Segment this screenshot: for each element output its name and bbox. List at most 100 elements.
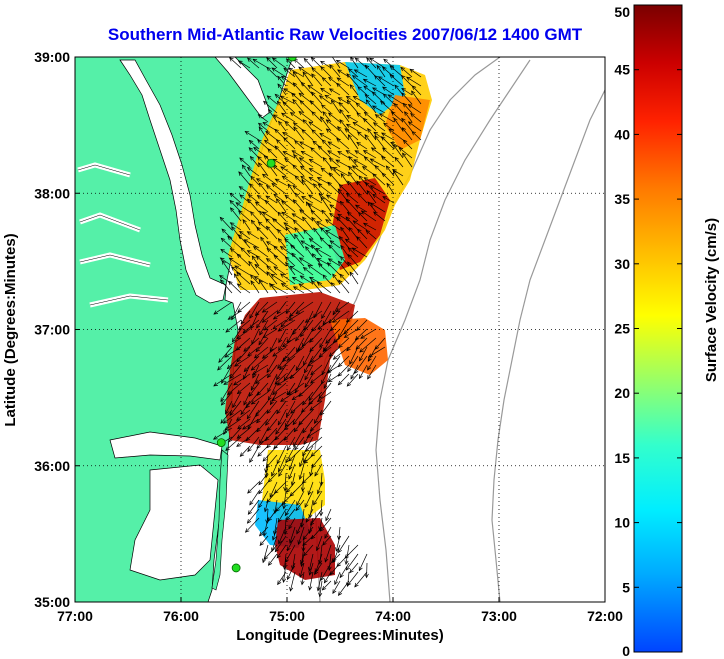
velocity-vector [321,76,332,87]
velocity-vector [225,436,242,451]
velocity-vector [267,364,278,379]
velocity-vector [262,328,278,339]
velocity-vector [284,499,296,517]
velocity-patch-4 [330,178,390,270]
velocity-vector [271,535,278,553]
velocity-vector [388,128,404,141]
velocity-vector [404,111,413,123]
velocity-vector [267,148,278,159]
velocity-vector [315,247,332,258]
velocity-vector [238,186,251,195]
velocity-vector [370,147,386,159]
velocity-vector [297,526,305,545]
colorbar-tick-label: 15 [614,450,630,466]
velocity-vector [269,337,278,352]
pamlico-sound [129,464,219,581]
velocity-vector [337,580,350,596]
velocity-vector [278,454,287,473]
velocity-vector [281,175,296,186]
velocity-vector [346,114,359,123]
velocity-vector [293,427,305,447]
velocity-vector [266,436,278,449]
velocity-vector [299,544,305,565]
velocity-vector [324,526,332,539]
velocity-vector [339,255,350,267]
velocity-vector [274,427,287,441]
river-3-bank [89,295,169,306]
velocity-vector [241,164,251,177]
velocity-vector [291,150,305,159]
velocity-vector [233,273,242,285]
velocity-vector [291,276,305,285]
velocity-vector [249,155,260,168]
velocity-vector [276,364,287,381]
velocity-vector [345,310,359,323]
velocity-vector [300,81,314,96]
velocity-vector [325,229,341,240]
velocity-vector [256,382,269,396]
velocity-vector [307,553,314,572]
radar-station-marker [231,563,241,573]
velocity-vector [332,346,350,360]
velocity-vector [229,207,242,222]
velocity-vector [308,382,323,401]
velocity-vector [298,463,305,480]
colorbar-tick-label: 5 [622,579,630,595]
velocity-vector [266,265,278,276]
velocity-vector [364,94,377,105]
velocity-vector [374,114,386,123]
velocity-vector [251,255,260,267]
velocity-vector [285,445,296,464]
velocity-vector [357,193,368,204]
velocity-vector [229,400,242,416]
velocity-vector [354,328,368,341]
velocity-vector [325,219,341,231]
velocity-vector [266,66,278,78]
velocity-vector [287,183,296,195]
velocity-vector [236,271,251,285]
velocity-vector [347,254,359,267]
velocity-vector [346,211,359,222]
y-tick-label: 35:00 [34,594,70,610]
velocity-vector [264,427,278,442]
velocity-vector [311,454,323,469]
velocity-vector [275,499,287,512]
velocity-vector [327,141,341,150]
velocity-vector [295,355,305,372]
y-axis-label: Latitude (Degrees:Minutes) [2,233,19,426]
velocity-vector [267,382,278,401]
velocity-vector [258,182,269,195]
colorbar-tick-label: 45 [614,62,630,78]
velocity-vector [290,244,305,258]
velocity-vector [286,346,305,361]
velocity-vector [365,229,377,240]
velocity-vector [332,328,350,344]
velocity-vector [400,74,413,87]
velocity-vector [332,273,341,285]
velocity-vector [277,83,287,96]
velocity-vector [308,158,323,168]
velocity-vector [401,117,413,132]
velocity-vector [369,57,386,69]
velocity-vector [299,100,314,114]
velocity-vector [354,571,368,588]
velocity-vector [320,167,332,177]
velocity-vector [332,580,341,595]
velocity-vector [261,310,278,323]
velocity-vector [289,112,305,123]
velocity-vector [250,391,269,405]
velocity-vector [329,212,341,222]
velocity-vector [212,427,233,440]
velocity-vector [229,222,242,231]
velocity-vector [393,117,404,132]
velocity-vector [267,553,278,566]
velocity-vector [410,112,422,123]
velocity-vector [345,150,359,159]
velocity-vector [261,211,278,222]
velocity-vector [308,562,314,576]
velocity-vector [336,138,350,150]
velocity-vector [303,57,314,69]
velocity-vector [311,216,323,231]
velocity-vector [367,355,377,371]
